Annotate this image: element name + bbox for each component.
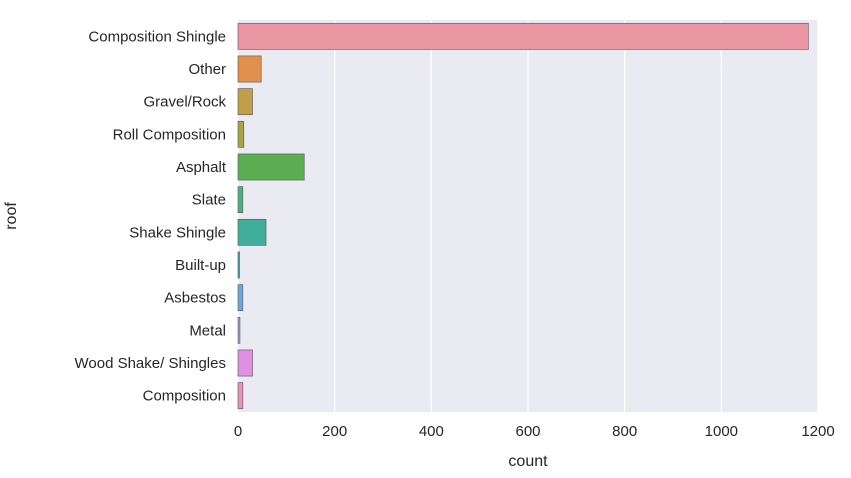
y-tick-label-5: Slate [192, 192, 226, 209]
x-tick-label-5: 1000 [705, 423, 738, 440]
x-tick-labels: 0 200 400 600 800 1000 1200 [234, 423, 835, 440]
y-tick-label-4: Asphalt [176, 159, 227, 176]
x-tick-label-2: 400 [419, 423, 444, 440]
y-tick-label-8: Asbestos [164, 290, 226, 307]
y-tick-label-3: Roll Composition [113, 126, 226, 143]
bar-0 [237, 22, 809, 50]
y-tick-label-2: Gravel/Rock [143, 94, 226, 111]
x-tick-label-1: 200 [322, 423, 347, 440]
bar-4 [237, 153, 305, 181]
bars [237, 22, 809, 410]
x-axis-label: count [508, 453, 548, 470]
y-tick-label-10: Wood Shake/ Shingles [75, 355, 227, 372]
bar-8 [237, 284, 244, 312]
bar-3 [237, 120, 245, 148]
bar-5 [237, 186, 244, 214]
x-tick-label-6: 1200 [801, 423, 834, 440]
y-axis-label: roof [3, 202, 20, 230]
bar-9 [237, 316, 241, 344]
bar-7 [237, 251, 240, 279]
y-tick-label-7: Built-up [175, 257, 226, 274]
bar-10 [237, 349, 253, 377]
y-tick-label-1: Other [188, 61, 226, 78]
x-tick-label-0: 0 [234, 423, 242, 440]
y-tick-label-0: Composition Shingle [88, 28, 226, 45]
x-tick-label-3: 600 [515, 423, 540, 440]
bar-1 [237, 55, 262, 83]
bar-2 [237, 88, 253, 116]
grid-lines [237, 20, 819, 412]
y-tick-labels: Composition Shingle Other Gravel/Rock Roll … [75, 28, 227, 404]
y-tick-label-11: Composition [143, 388, 226, 405]
y-tick-label-6: Shake Shingle [129, 224, 226, 241]
bar-6 [237, 218, 267, 246]
x-tick-label-4: 800 [612, 423, 637, 440]
bar-11 [237, 382, 244, 410]
y-tick-label-9: Metal [189, 322, 226, 339]
